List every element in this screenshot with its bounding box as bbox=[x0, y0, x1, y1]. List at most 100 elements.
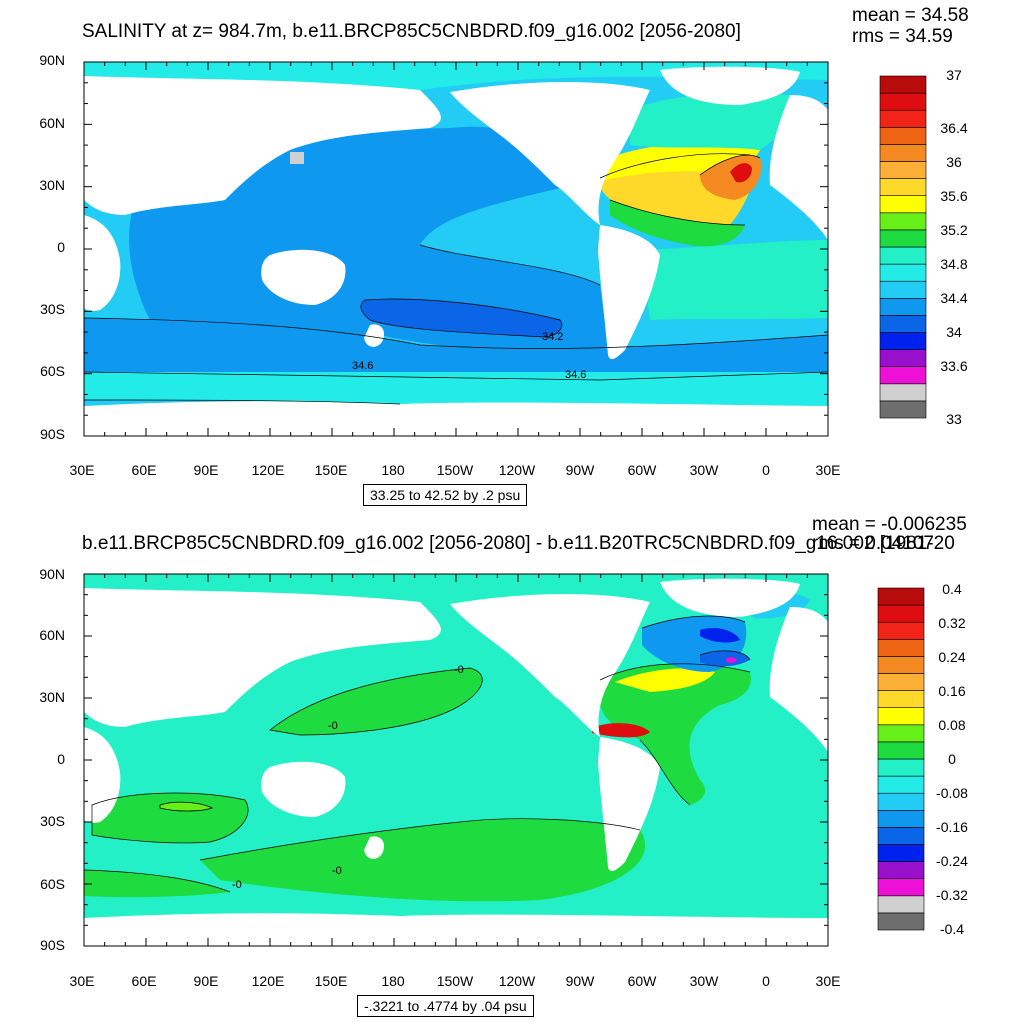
panel2-colorbar-swatch bbox=[877, 861, 925, 879]
panel2-colorbar-swatch bbox=[877, 895, 925, 914]
x-label: 90W bbox=[565, 973, 595, 989]
panel1-contours bbox=[83, 153, 829, 405]
ne-atlantic-neg bbox=[700, 650, 750, 667]
southern-pos-low bbox=[84, 870, 230, 898]
colorbar-label: -0.16 bbox=[936, 819, 968, 835]
southern-ocean-lower bbox=[84, 372, 828, 406]
panel1-colorbar-swatch bbox=[879, 246, 927, 265]
south-america bbox=[598, 225, 660, 360]
europe-africa-east bbox=[769, 95, 828, 240]
panel2-colorbar-swatch bbox=[877, 878, 925, 897]
greenland bbox=[660, 66, 800, 105]
y-label: 90N bbox=[39, 52, 65, 68]
south-pacific-core bbox=[360, 299, 562, 337]
panel2-colorbar-swatch bbox=[877, 792, 925, 811]
panel2-title: b.e11.BRCP85C5CNBDRD.f09_g16.002 [2056-2… bbox=[82, 533, 955, 554]
x-label: 120W bbox=[498, 973, 536, 989]
africa bbox=[84, 215, 121, 311]
colorbar-label: 0.32 bbox=[938, 615, 966, 631]
panel2-colorbar-swatch bbox=[877, 912, 925, 931]
australia bbox=[261, 761, 346, 817]
y-label: 60S bbox=[40, 876, 65, 892]
panel2-colorbar-swatch bbox=[877, 656, 925, 674]
panel1-colorbar-swatch bbox=[879, 109, 927, 128]
contour-label: 34.6 bbox=[352, 360, 373, 372]
panel1-contour-info: 33.25 to 42.52 by .2 psu bbox=[363, 484, 528, 506]
x-label: 90E bbox=[193, 462, 219, 478]
x-label: 60E bbox=[131, 462, 157, 478]
panel1-colorbar-swatch bbox=[879, 178, 927, 197]
y-label: 90S bbox=[40, 937, 65, 953]
panel2-colorbar-swatch bbox=[877, 758, 925, 777]
x-label: 180 bbox=[381, 973, 405, 989]
x-label: 30W bbox=[689, 973, 719, 989]
gray-patch bbox=[290, 152, 304, 164]
panel1-colorbar-swatch bbox=[879, 75, 927, 94]
panel1-ticks bbox=[83, 61, 829, 437]
y-label: 30N bbox=[39, 177, 65, 193]
panel2-colorbar-swatch bbox=[877, 724, 925, 743]
panel1-mean: mean = 34.58 bbox=[852, 5, 969, 26]
southern-ocean-band bbox=[84, 318, 828, 372]
colorbar-label: -0.32 bbox=[936, 887, 968, 903]
x-label: 60W bbox=[627, 462, 657, 478]
red-sea-patch bbox=[86, 176, 92, 182]
colorbar-label: 0.16 bbox=[938, 683, 966, 699]
y-label: 60S bbox=[40, 363, 65, 379]
southern-positive bbox=[200, 818, 646, 902]
panel2-colorbar-swatch bbox=[877, 604, 925, 623]
ocean-fill bbox=[84, 574, 828, 946]
y-label: 60N bbox=[39, 627, 65, 643]
greenland bbox=[660, 578, 800, 617]
panel1-colorbar-swatch bbox=[879, 144, 927, 162]
south-indian-positive bbox=[92, 793, 249, 843]
panel2-ticks bbox=[83, 573, 829, 947]
panel2-colorbar-swatch bbox=[877, 621, 925, 640]
contour-label: 34.6 bbox=[565, 369, 586, 381]
panel1-colorbar-swatch bbox=[879, 366, 927, 385]
outflow-core bbox=[730, 163, 752, 183]
panel2-colorbar-swatch bbox=[877, 827, 925, 845]
north-america bbox=[450, 81, 650, 225]
panel2-frame bbox=[83, 573, 829, 947]
australia bbox=[261, 249, 346, 305]
colorbar-label: 36 bbox=[946, 154, 962, 170]
colorbar-label: 33 bbox=[946, 411, 962, 427]
labrador-neg bbox=[700, 628, 740, 643]
atlantic-yellow bbox=[605, 143, 760, 180]
indian-core bbox=[160, 802, 212, 811]
panel2-rms: rms = 0.04107 bbox=[812, 533, 934, 554]
colorbar-label: 37 bbox=[946, 67, 962, 83]
panel2-colorbar-swatch bbox=[877, 775, 925, 794]
contour-label: 34.2 bbox=[542, 331, 563, 343]
colorbar-label: 36.4 bbox=[940, 120, 968, 136]
arctic-cyan bbox=[739, 592, 810, 619]
x-label: 30E bbox=[815, 462, 841, 478]
panel2-colorbar-swatch bbox=[877, 741, 925, 760]
colorbar-label: -0.4 bbox=[939, 921, 965, 937]
core-magenta bbox=[726, 657, 737, 663]
arctic-ocean bbox=[84, 62, 828, 90]
x-label: 30E bbox=[69, 973, 95, 989]
colorbar-label: 33.6 bbox=[940, 358, 968, 374]
x-label: 150W bbox=[436, 973, 474, 989]
north-atlantic-negative bbox=[642, 616, 747, 672]
panel1-colorbar-swatch bbox=[879, 263, 927, 282]
panel1-colorbar-swatch bbox=[879, 280, 927, 299]
atlantic-yellow bbox=[615, 668, 715, 692]
north-atlantic bbox=[630, 93, 794, 150]
panel1-colorbar-swatch bbox=[879, 229, 927, 248]
x-label: 120W bbox=[498, 462, 536, 478]
antarctica bbox=[84, 401, 828, 436]
panel1-colorbar-swatch bbox=[879, 92, 927, 111]
gulf-red bbox=[592, 723, 650, 738]
y-label: 30S bbox=[40, 301, 65, 317]
panel2-colorbar-swatch bbox=[877, 844, 925, 862]
new-zealand bbox=[364, 836, 385, 859]
x-label: 30E bbox=[815, 973, 841, 989]
pacific-low-salinity bbox=[129, 126, 610, 360]
y-label: 0 bbox=[57, 751, 65, 767]
atlantic-subtropical bbox=[599, 153, 754, 227]
ocean-fill bbox=[84, 62, 828, 436]
